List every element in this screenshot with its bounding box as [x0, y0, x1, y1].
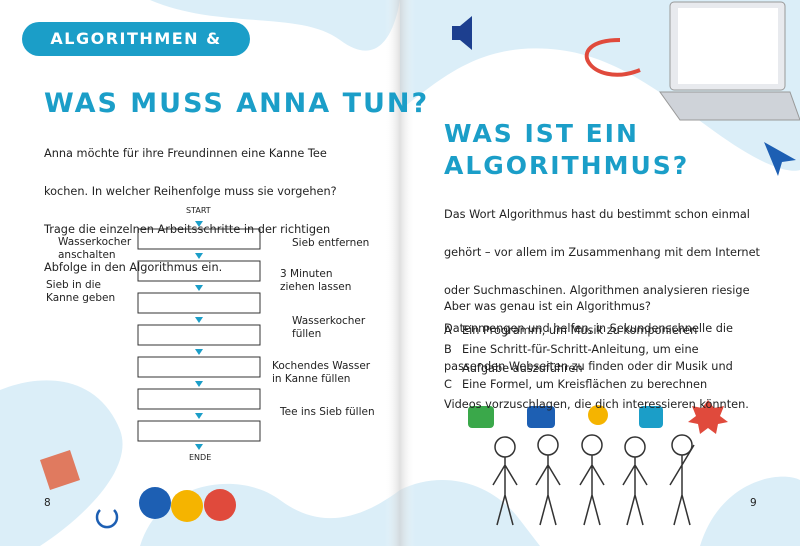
option-letter: B — [444, 343, 452, 356]
step-label: Wasserkocher füllen — [292, 315, 366, 340]
page-number: 9 — [750, 497, 757, 509]
option-text: Ein Programm, um Musik zu komponieren — [462, 324, 698, 337]
option-letter: A — [444, 324, 452, 337]
step-label: Kochendes Wasser in Kanne füllen — [272, 360, 371, 385]
flow-end: ENDE — [189, 453, 212, 462]
title-line: WAS IST EIN — [444, 119, 639, 148]
intro-line: Anna möchte für ihre Freundinnen eine Ka… — [44, 147, 327, 160]
paragraph-line: Datenmengen und helfen, in Sekundenschne… — [444, 322, 733, 335]
paragraph-line: gehört – vor allem im Zusammenhang mit d… — [444, 246, 760, 259]
paragraph-line: Das Wort Algorithmus hast du bestimmt sc… — [444, 208, 750, 221]
flow-start: START — [186, 206, 211, 215]
question: Aber was genau ist ein Algorithmus? — [444, 300, 651, 313]
step-label: Wasserkocher anschalten — [58, 236, 132, 261]
intro-line: kochen. In welcher Reihenfolge muss sie … — [44, 185, 337, 198]
option-letter: C — [444, 378, 452, 391]
intro-line: Abfolge in den Algorithmus ein. — [44, 261, 223, 274]
intro: Anna möchte für ihre Freundinnen eine Ka… — [44, 125, 337, 296]
paragraph-line: oder Suchmaschinen. Algorithmen analysie… — [444, 284, 750, 297]
page-number: 8 — [44, 497, 51, 509]
option-text: Eine Schritt-für-Schritt-Anleitung, um e… — [462, 343, 699, 375]
title-line: ALGORITHMUS? — [444, 151, 690, 180]
step-label: Sieb in die Kanne geben — [46, 279, 116, 304]
section-label: ALGORITHMEN & LOGIK — [22, 22, 250, 82]
paragraph: Das Wort Algorithmus hast du bestimmt sc… — [444, 186, 760, 433]
option-text: Eine Formel, um Kreisflächen zu berechne… — [462, 378, 708, 391]
paragraph-line: Videos vorzuschlagen, die dich interessi… — [444, 398, 749, 411]
step-label: Sieb entfernen — [292, 237, 370, 249]
right-title: WAS IST EIN ALGORITHMUS? — [444, 118, 689, 182]
paragraph-line: passenden Webseiten zu finden oder dir M… — [444, 360, 733, 373]
intro-line: Trage die einzelnen Arbeitsschritte in d… — [44, 223, 331, 236]
step-label: Tee ins Sieb füllen — [280, 406, 375, 418]
left-title: WAS MUSS ANNA TUN? — [44, 88, 430, 119]
step-label: 3 Minuten ziehen lassen — [280, 268, 352, 293]
